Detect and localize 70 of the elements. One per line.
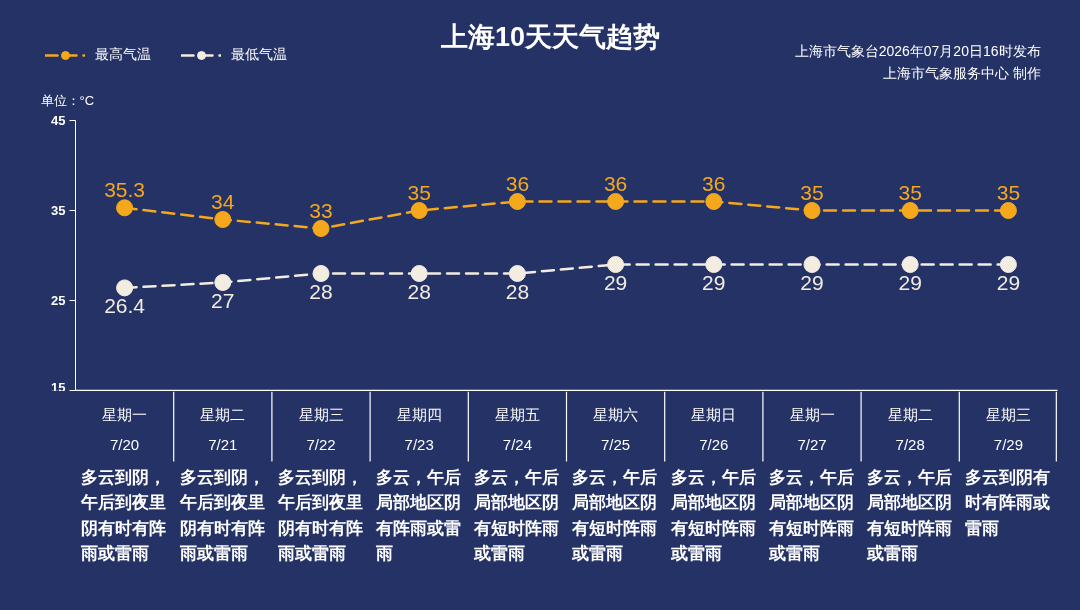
point (508, 193, 526, 210)
point (410, 202, 428, 219)
point (901, 202, 919, 219)
legend-label: 最低气温 (231, 46, 287, 64)
x-tick-label: 星期一 7/27 (789, 405, 835, 454)
data-label: 35 (407, 180, 431, 204)
data-label: 35 (800, 180, 824, 204)
data-label: 33 (309, 198, 333, 222)
x-tick-label: 星期四 7/23 (396, 405, 442, 454)
text: 多云，午后局部地区阴有短时阵雨或雷雨 (571, 467, 658, 564)
x-tick-label: 星期日 7/26 (691, 405, 737, 454)
data-label: 28 (309, 279, 333, 303)
point (803, 202, 821, 219)
data-label: 26.4 (104, 293, 146, 317)
data-label: 35 (996, 180, 1021, 204)
text: 多云，午后局部地区阴有短时阵雨或雷雨 (669, 467, 756, 564)
data-label: 36 (505, 171, 530, 195)
point (607, 256, 625, 273)
data-label: 29 (800, 270, 824, 294)
data-label: 35 (898, 180, 922, 204)
legend-label: 最高气温 (95, 46, 151, 64)
point (214, 274, 232, 291)
point (705, 193, 723, 210)
text: 多云，午后局部地区阴有短时阵雨或雷雨 (473, 467, 560, 564)
point (901, 256, 919, 273)
point (116, 279, 134, 297)
point (214, 211, 232, 228)
text: 多云，午后局部地区阴有短时阵雨或雷雨 (865, 467, 952, 564)
data-label: 27 (211, 288, 235, 312)
text: 多云，午后局部地区阴有阵雨或雷雨 (374, 467, 461, 564)
data-label: 34 (211, 189, 235, 213)
data-label: 29 (898, 270, 922, 294)
point (705, 256, 723, 273)
data-label: 29 (996, 270, 1021, 294)
text: 多云到阴，午后到夜里阴有时有阵雨或雷雨 (276, 467, 363, 564)
point (410, 265, 428, 282)
text: 多云到阴，午后到夜里阴有时有阵雨或雷雨 (178, 467, 265, 564)
y-tick-label: 15 (51, 379, 66, 395)
data-label: 29 (702, 270, 726, 294)
point (607, 193, 625, 210)
y-tick-label: 25 (51, 293, 66, 308)
x-tick-label: 星期三 7/29 (985, 405, 1031, 454)
x-tick-label: 星期六 7/25 (593, 405, 639, 454)
x-tick-label: 星期二 7/21 (200, 405, 246, 454)
data-label: 36 (603, 171, 628, 195)
x-tick-label: 星期二 7/28 (887, 405, 933, 454)
point (999, 202, 1017, 219)
data-label: 35.3 (104, 177, 146, 201)
y-tick-label: 35 (51, 203, 66, 218)
x-tick-label: 星期一 7/20 (102, 405, 148, 454)
data-label: 28 (407, 279, 431, 303)
point (508, 265, 526, 282)
text: 上海市气象服务中心 制作 (882, 64, 1041, 81)
chart-title: 上海10天天气趋势 (439, 21, 661, 52)
y-axis-title: 单位：°C (40, 93, 95, 108)
text: 多云到阴有时有阵雨或雷雨 (965, 467, 1051, 538)
x-tick-label: 星期五 7/24 (494, 405, 540, 454)
point (312, 220, 330, 237)
data-label: 29 (603, 270, 628, 294)
text: 上海市气象台2026年07月20日16时发布 (794, 42, 1041, 59)
data-label: 36 (702, 171, 726, 195)
x-tick-label: 星期三 7/22 (298, 405, 344, 454)
y-tick-label: 45 (51, 113, 66, 128)
point (999, 256, 1017, 273)
text: 多云到阴，午后到夜里阴有时有阵雨或雷雨 (80, 467, 167, 564)
point (803, 256, 821, 273)
data-label: 28 (505, 279, 530, 303)
text: 多云，午后局部地区阴有短时阵雨或雷雨 (767, 467, 854, 564)
point (116, 199, 134, 217)
point (312, 265, 330, 282)
